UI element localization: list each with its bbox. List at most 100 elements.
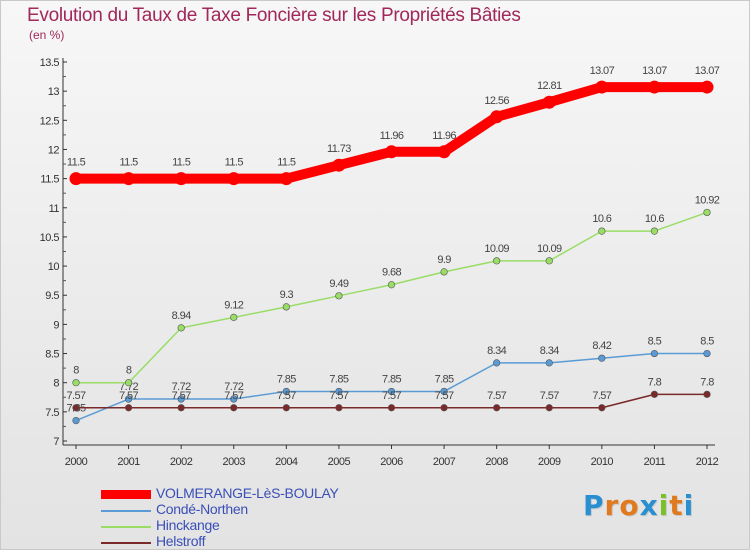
- data-label: 9.68: [382, 267, 401, 279]
- data-label: 8.34: [540, 345, 559, 357]
- data-label: 11.73: [327, 143, 351, 155]
- data-point: [69, 172, 83, 186]
- data-label: 9.3: [280, 289, 294, 301]
- brand-logo: Proxiti: [583, 489, 694, 522]
- brand-letter: x: [639, 489, 659, 522]
- data-label: 7.57: [277, 390, 296, 402]
- data-point: [545, 404, 553, 412]
- data-label: 7.57: [224, 390, 243, 402]
- data-point: [703, 349, 711, 358]
- data-label: 13.07: [642, 65, 667, 77]
- data-label: 7.72: [224, 381, 243, 393]
- data-point: [335, 387, 343, 396]
- data-label: 7.57: [172, 390, 191, 402]
- y-tick-label: 9.5: [45, 290, 59, 302]
- series-2: 8 8 8.94 9.12 9.3 9.49 9.68 9.9 10.09 10.09 10.6 10…: [72, 194, 720, 387]
- data-point: [440, 387, 448, 396]
- data-point: [598, 354, 606, 362]
- data-point: [598, 227, 606, 235]
- x-tick-label: 2005: [328, 456, 351, 468]
- brand-letter: i: [683, 489, 695, 522]
- data-point: [177, 395, 185, 403]
- data-label: 8.42: [592, 340, 611, 352]
- brand-letter: P: [583, 489, 605, 522]
- legend-swatch: [101, 542, 151, 544]
- data-label: 8: [73, 365, 79, 377]
- data-point: [387, 404, 396, 412]
- data-label: 9.49: [329, 278, 348, 290]
- data-point: [703, 390, 711, 398]
- series-0: 11.5 11.5 11.5 11.5 11.5 11.73 11.96 11.96 12.56…: [67, 65, 720, 186]
- series-layer: 7.357.727.727.727.857.857.857.858.348.34…: [66, 65, 720, 425]
- data-label: 13.07: [695, 65, 720, 77]
- legend-label: Helstroff: [156, 533, 206, 549]
- data-label: 11.5: [172, 157, 191, 169]
- brand-letter: t: [669, 489, 684, 522]
- data-label: 7.57: [66, 390, 85, 402]
- y-tick-label: 10.5: [40, 232, 60, 244]
- data-label: 7.57: [592, 390, 611, 402]
- data-label: 7.85: [329, 373, 348, 385]
- y-tick-label: 9: [53, 319, 59, 331]
- data-point: [122, 172, 136, 186]
- data-point: [650, 227, 659, 235]
- data-point: [230, 404, 238, 412]
- legend-swatch: [101, 510, 151, 512]
- x-tick-label: 2001: [117, 456, 140, 468]
- y-tick-label: 8: [53, 378, 59, 390]
- data-label: 7.57: [540, 390, 559, 402]
- data-label: 11.5: [277, 157, 296, 169]
- data-point: [493, 404, 501, 412]
- data-point: [545, 257, 553, 265]
- x-tick-label: 2009: [538, 456, 561, 468]
- data-point: [72, 404, 80, 412]
- data-point: [174, 172, 188, 186]
- data-point: [332, 158, 346, 172]
- y-tick-label: 11.5: [40, 174, 59, 186]
- y-tick-label: 13.5: [40, 57, 60, 69]
- data-point: [493, 257, 501, 265]
- data-point: [279, 172, 293, 186]
- y-tick-label: 11: [49, 203, 60, 215]
- legend-swatch: [101, 526, 151, 528]
- data-point: [647, 80, 661, 94]
- data-point: [650, 390, 659, 398]
- data-point: [385, 145, 398, 159]
- data-point: [230, 395, 238, 403]
- data-label: 12.81: [537, 80, 562, 92]
- data-point: [490, 110, 504, 124]
- brand-letter: o: [619, 489, 640, 522]
- data-label: 10.09: [484, 243, 509, 255]
- data-point: [440, 268, 448, 276]
- axes: 7 7.5 8 8.5 9 9.5 10 10.5 11 11.5 12 12.5 13 13.5 2000…: [40, 57, 720, 468]
- x-tick-label: 2002: [170, 456, 193, 468]
- data-label: 7.8: [700, 376, 714, 388]
- data-label: 7.72: [172, 381, 191, 393]
- data-label: 7.85: [435, 373, 454, 385]
- data-label: 10.92: [695, 194, 720, 206]
- data-point: [282, 387, 290, 396]
- data-point: [703, 208, 711, 217]
- legend-swatch: [101, 490, 151, 499]
- data-label: 11.96: [380, 130, 404, 142]
- data-label: 9.9: [437, 254, 451, 266]
- data-point: [493, 359, 501, 367]
- x-tick-label: 2004: [275, 456, 298, 468]
- y-tick-label: 13: [48, 86, 60, 98]
- data-point: [387, 281, 396, 289]
- data-label: 8: [126, 365, 132, 377]
- data-point: [177, 404, 185, 412]
- data-point: [230, 313, 238, 321]
- data-point: [335, 404, 343, 412]
- y-tick-label: 10: [48, 261, 60, 273]
- data-point: [72, 416, 80, 425]
- data-label: 7.85: [382, 373, 401, 385]
- y-tick-label: 7.5: [45, 407, 59, 419]
- data-point: [700, 80, 714, 94]
- data-point: [595, 80, 609, 94]
- data-label: 10.09: [537, 243, 562, 255]
- y-tick-label: 8.5: [45, 349, 59, 361]
- y-tick-label: 12: [48, 144, 60, 156]
- data-label: 7.85: [277, 373, 296, 385]
- data-label: 7.57: [382, 390, 401, 402]
